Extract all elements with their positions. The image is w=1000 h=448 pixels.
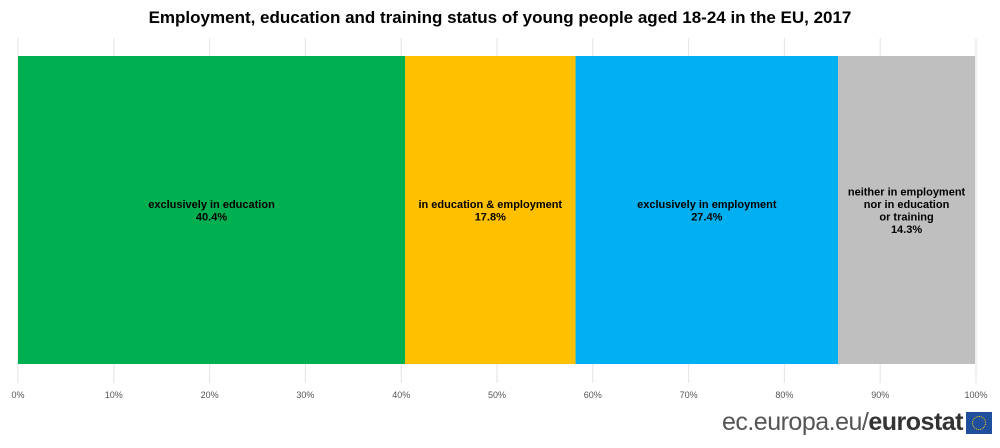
- data-label: 27.4%: [691, 211, 722, 223]
- segment-label: exclusively in education: [148, 199, 275, 211]
- logo-domain: ec.europa.eu/: [721, 408, 869, 436]
- x-tick-label: 10%: [105, 390, 123, 400]
- x-tick-label: 40%: [392, 390, 410, 400]
- data-label: 14.3%: [891, 224, 922, 236]
- segment-label: in education & employment: [418, 199, 562, 211]
- chart-title: Employment, education and training statu…: [148, 8, 852, 27]
- x-tick-label: 50%: [488, 390, 506, 400]
- bar-segment: [575, 56, 839, 364]
- x-tick-label: 90%: [871, 390, 889, 400]
- data-label: 40.4%: [196, 211, 227, 223]
- x-tick-label: 30%: [296, 390, 314, 400]
- segment-label: nor in education: [864, 199, 950, 211]
- bar-segment: [405, 56, 576, 364]
- bar-segment: [18, 56, 406, 364]
- eurostat-logo[interactable]: ec.europa.eu/eurostat: [722, 408, 992, 437]
- x-tick-label: 100%: [964, 390, 987, 400]
- eu-flag-icon: [966, 411, 992, 434]
- segment-label: neither in employment: [848, 186, 966, 198]
- bar-segment: [838, 56, 976, 364]
- segment-label: exclusively in employment: [637, 199, 777, 211]
- x-tick-label: 70%: [680, 390, 698, 400]
- x-tick-label: 60%: [584, 390, 602, 400]
- data-label: 17.8%: [475, 211, 506, 223]
- x-tick-label: 20%: [201, 390, 219, 400]
- segment-label: or training: [879, 211, 933, 223]
- x-tick-label: 80%: [775, 390, 793, 400]
- logo-brand: eurostat: [868, 408, 963, 436]
- x-tick-label: 0%: [11, 390, 24, 400]
